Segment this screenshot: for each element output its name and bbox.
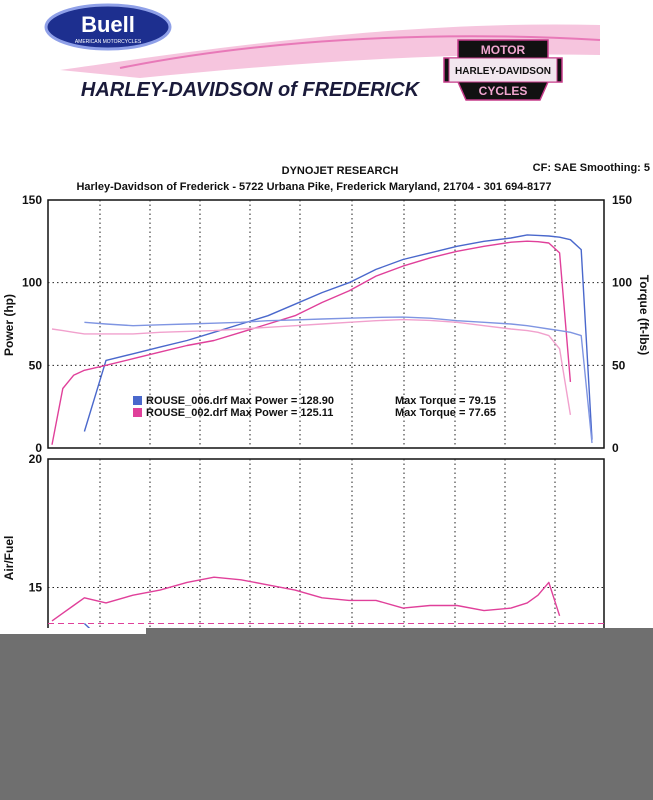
power-chart-series bbox=[51, 234, 593, 445]
legend-torque-pink: Max Torque = 77.65 bbox=[395, 407, 496, 419]
dealer-name: HARLEY-DAVIDSON of FREDERICK bbox=[81, 79, 421, 101]
power-chart-frame bbox=[47, 199, 605, 449]
power-torque-chart: 0 0 50 50 100 100 150 150 Power (hp) Torque (ft… bbox=[2, 193, 651, 455]
pink-swoosh-2 bbox=[119, 35, 601, 69]
power-chart-ticks: 0 0 50 50 100 100 150 150 bbox=[22, 193, 632, 455]
buell-logo-subtext: AMERICAN MOTORCYCLES bbox=[75, 39, 142, 45]
legend-label-blue: ROUSE_006.drf Max Power = 128.90 bbox=[146, 395, 334, 407]
ytick-left-0: 0 bbox=[35, 441, 42, 455]
buell-logo bbox=[44, 3, 172, 51]
legend-swatch-pink bbox=[133, 408, 142, 417]
ytick-right-50: 50 bbox=[612, 358, 626, 372]
torque-axis-label: Torque (ft-lbs) bbox=[637, 275, 651, 355]
buell-logo-text: Buell bbox=[81, 12, 135, 37]
series-line-3 bbox=[51, 318, 572, 416]
ytick-left-15: 15 bbox=[29, 581, 43, 595]
report-title: DYNOJET RESEARCH bbox=[282, 165, 399, 177]
header-banner: Buell AMERICAN MOTORCYCLES HARLEY-DAVIDS… bbox=[44, 3, 601, 101]
series-line-0 bbox=[83, 234, 593, 440]
af-axis-label: Air/Fuel bbox=[2, 536, 16, 581]
ytick-right-0: 0 bbox=[612, 441, 619, 455]
harley-davidson-logo: MOTOR HARLEY-DAVIDSON CYCLES bbox=[443, 39, 563, 101]
ytick-left-20: 20 bbox=[29, 452, 43, 466]
power-chart-grid bbox=[48, 200, 604, 448]
ytick-right-100: 100 bbox=[612, 276, 632, 290]
gray-footer-block bbox=[0, 628, 653, 800]
pink-swoosh bbox=[60, 24, 600, 78]
legend-label-pink: ROUSE_002.drf Max Power = 125.11 bbox=[146, 407, 333, 419]
hd-logo-middle: HARLEY-DAVIDSON bbox=[455, 66, 551, 77]
hd-logo-top: MOTOR bbox=[481, 43, 526, 57]
report-address: Harley-Davidson of Frederick - 5722 Urba… bbox=[76, 181, 551, 193]
legend: ROUSE_006.drf Max Power = 128.90 Max Tor… bbox=[133, 395, 496, 419]
hd-logo-bottom: CYCLES bbox=[479, 84, 528, 98]
legend-torque-blue: Max Torque = 79.15 bbox=[395, 395, 496, 407]
series-line-2 bbox=[84, 316, 593, 444]
ytick-left-50: 50 bbox=[29, 358, 43, 372]
report-settings: CF: SAE Smoothing: 5 bbox=[533, 162, 650, 174]
gray-footer-step bbox=[0, 628, 146, 634]
ytick-right-150: 150 bbox=[612, 193, 632, 207]
ytick-left-100: 100 bbox=[22, 276, 42, 290]
series-line-1 bbox=[51, 576, 561, 622]
ytick-left-150: 150 bbox=[22, 193, 42, 207]
power-axis-label: Power (hp) bbox=[2, 294, 16, 356]
legend-swatch-blue bbox=[133, 396, 142, 405]
series-line-1 bbox=[51, 240, 572, 445]
